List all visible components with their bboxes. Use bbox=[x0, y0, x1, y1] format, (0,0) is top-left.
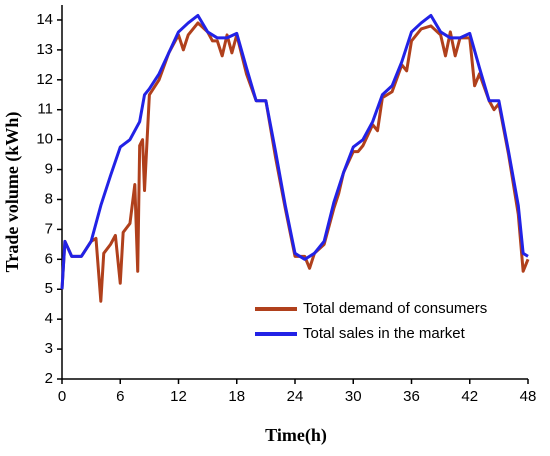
y-axis-label: Trade volume (kWh) bbox=[2, 112, 23, 273]
y-tick-label: 9 bbox=[45, 161, 53, 178]
y-tick-label: 7 bbox=[45, 220, 53, 237]
x-tick-label: 18 bbox=[228, 388, 245, 405]
x-tick-label: 0 bbox=[58, 388, 66, 405]
y-tick-label: 13 bbox=[36, 41, 53, 58]
y-tick-label: 4 bbox=[45, 310, 53, 327]
y-tick-label: 14 bbox=[36, 11, 53, 28]
y-tick-label: 11 bbox=[37, 101, 53, 118]
y-tick-label: 12 bbox=[36, 71, 53, 88]
legend-label: Total demand of consumers bbox=[303, 300, 487, 317]
y-tick-label: 8 bbox=[45, 190, 53, 207]
y-tick-label: 5 bbox=[45, 280, 53, 297]
x-tick-label: 36 bbox=[403, 388, 420, 405]
x-axis-label: Time(h) bbox=[265, 425, 327, 446]
y-tick-label: 2 bbox=[45, 370, 53, 387]
x-tick-label: 12 bbox=[170, 388, 187, 405]
series-line bbox=[60, 21, 530, 303]
x-tick-label: 30 bbox=[345, 388, 362, 405]
x-tick-label: 24 bbox=[287, 388, 304, 405]
legend-label: Total sales in the market bbox=[303, 325, 466, 342]
y-tick-label: 3 bbox=[45, 340, 53, 357]
x-tick-label: 48 bbox=[520, 388, 537, 405]
y-tick-label: 10 bbox=[36, 131, 53, 148]
y-tick-label: 6 bbox=[45, 250, 53, 267]
x-tick-label: 42 bbox=[461, 388, 478, 405]
x-tick-label: 6 bbox=[116, 388, 124, 405]
series-line bbox=[60, 13, 529, 290]
